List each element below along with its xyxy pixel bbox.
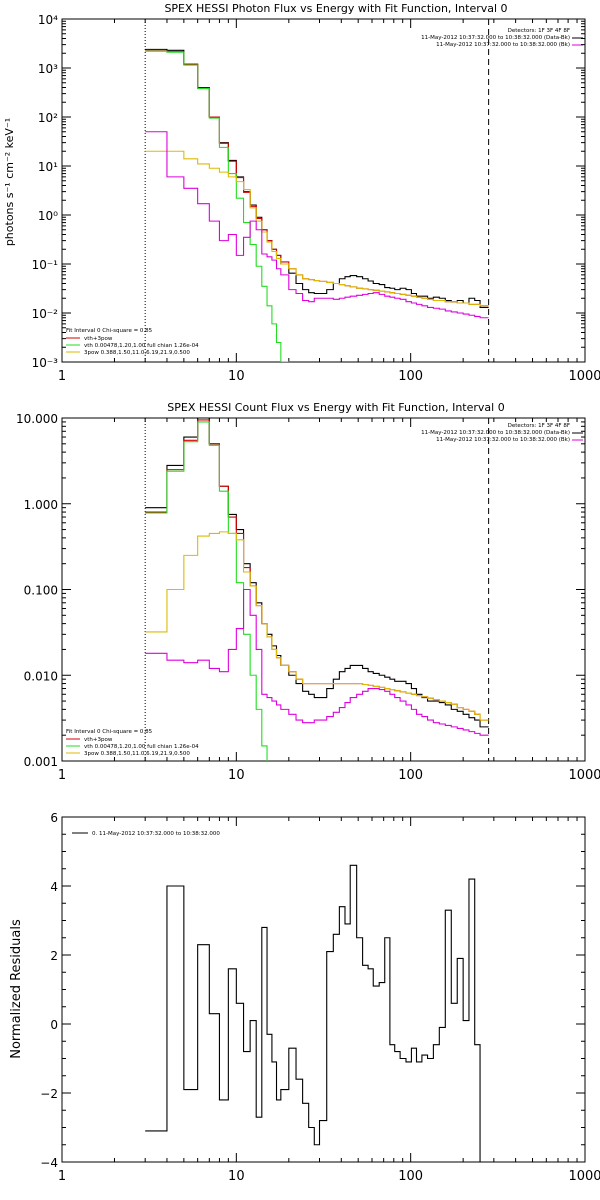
x-tick-label: 1000 [568,369,600,384]
legend-data-bk: 11-May-2012 10:37:32.000 to 10:38:32.000… [421,35,570,41]
legend-vth-3pow: vth+3pow [84,336,113,342]
legend-top-right: Detectors: 1F 3F 4F 8F 11-May-2012 10:37… [421,423,583,443]
legend-interval: 0. 11-May-2012 10:37:32.000 to 10:38:32.… [92,831,220,837]
count-flux-panel: SPEX HESSI Count Flux vs Energy with Fit… [16,401,600,783]
y-axis-ticks [62,20,585,363]
x-tick-label: 10 [228,369,245,384]
y-tick-label: 10.000 [16,412,58,426]
x-tick-label: 10 [228,768,245,783]
y-tick-label: 1.000 [24,498,58,512]
series-line [145,421,268,761]
plot-data [144,418,490,761]
x-tick-label: 100 [398,1169,423,1184]
series-line [145,531,489,721]
plot-frame [61,417,586,762]
y-tick-label: 0.010 [24,669,58,683]
x-tick-label: 10 [228,1169,245,1184]
legend-vth: vth 0.00478,1.20,1.00 full chian 1.26e-0… [84,343,199,349]
legend-top-right: Detectors: 1F 3F 4F 8F 11-May-2012 10:37… [421,28,583,48]
legend-bk: 11-May-2012 10:37:32.000 to 10:38:32.000… [436,437,570,443]
y-tick-label: 10³ [38,62,58,76]
y-tick-label: 10⁰ [38,209,58,223]
y-tick-label: −2 [40,1087,58,1101]
plot-frame [61,816,586,1163]
series-line [145,864,489,1162]
x-tick-label: 1 [58,768,66,783]
plot-data [145,864,489,1162]
x-axis-ticks [61,817,586,1162]
y-tick-label: 6 [50,811,58,825]
legend-vth: vth 0.00478,1.20,1.00 full chian 1.26e-0… [84,744,199,750]
x-tick-label: 1 [58,1169,66,1184]
photon-flux-panel: SPEX HESSI Photon Flux vs Energy with Fi… [3,2,600,384]
x-tick-label: 100 [398,369,423,384]
y-tick-label: 0.100 [24,584,58,598]
legend-bottom-left: Fit Interval 0 Chi-square = 0.85 vth+3po… [66,729,199,757]
series-line [145,150,489,307]
y-axis-ticks [62,421,585,762]
y-axis-ticks [62,816,585,1163]
y-axis-label: Normalized Residuals [9,919,24,1059]
legend-data-bk: 11-May-2012 10:37:32.000 to 10:38:32.000… [421,430,570,436]
legend-bottom-left: Fit Interval 0 Chi-square = 0.85 vth+3po… [66,328,199,356]
y-tick-label: 10⁴ [38,13,58,27]
y-tick-label: 2 [50,949,58,963]
y-tick-label: 0.001 [24,755,58,769]
legend: 0. 11-May-2012 10:37:32.000 to 10:38:32.… [72,831,220,837]
legend-3pow: 3pow 0.388,1.50,11.0,6.19,21.9,0.500 [84,751,190,757]
y-tick-label: 10⁻³ [32,356,59,370]
legend-vth-3pow: vth+3pow [84,737,113,743]
y-tick-label: 0 [50,1018,58,1032]
series-line [145,50,489,307]
y-tick-label: −4 [40,1156,58,1170]
x-axis-ticks [61,19,586,362]
residuals-panel: Normalized Residuals 0. 11-May-2012 10:3… [9,811,600,1184]
legend-bk: 11-May-2012 10:37:32.000 to 10:38:32.000… [436,42,570,48]
y-tick-label: 10² [38,111,58,125]
series-line [145,418,489,728]
y-tick-label: 4 [50,880,58,894]
x-tick-label: 100 [398,768,423,783]
legend-fit-interval: Fit Interval 0 Chi-square = 0.85 [66,328,153,334]
series-line [145,588,489,736]
legend-detectors: Detectors: 1F 3F 4F 8F [508,28,570,34]
y-tick-label: 10⁻¹ [32,258,59,272]
legend-fit-interval: Fit Interval 0 Chi-square = 0.85 [66,729,153,735]
series-line [145,419,489,721]
x-tick-label: 1 [58,369,66,384]
series-line [145,50,290,362]
series-line [145,48,489,308]
x-tick-label: 1000 [568,1169,600,1184]
x-axis-ticks [61,418,586,761]
x-tick-label: 1000 [568,768,600,783]
chart-title: SPEX HESSI Photon Flux vs Energy with Fi… [164,2,507,15]
y-tick-label: 10¹ [38,160,58,174]
legend-3pow: 3pow 0.388,1.50,11.0,6.19,21.9,0.500 [84,350,190,356]
chart-title: SPEX HESSI Count Flux vs Energy with Fit… [167,401,504,414]
y-tick-label: 10⁻² [32,307,59,321]
y-axis-label: photons s⁻¹ cm⁻² keV⁻¹ [3,118,16,246]
legend-detectors: Detectors: 1F 3F 4F 8F [508,423,570,429]
plot-frame [61,18,586,363]
plot-data [144,19,490,362]
series-line [145,131,489,319]
